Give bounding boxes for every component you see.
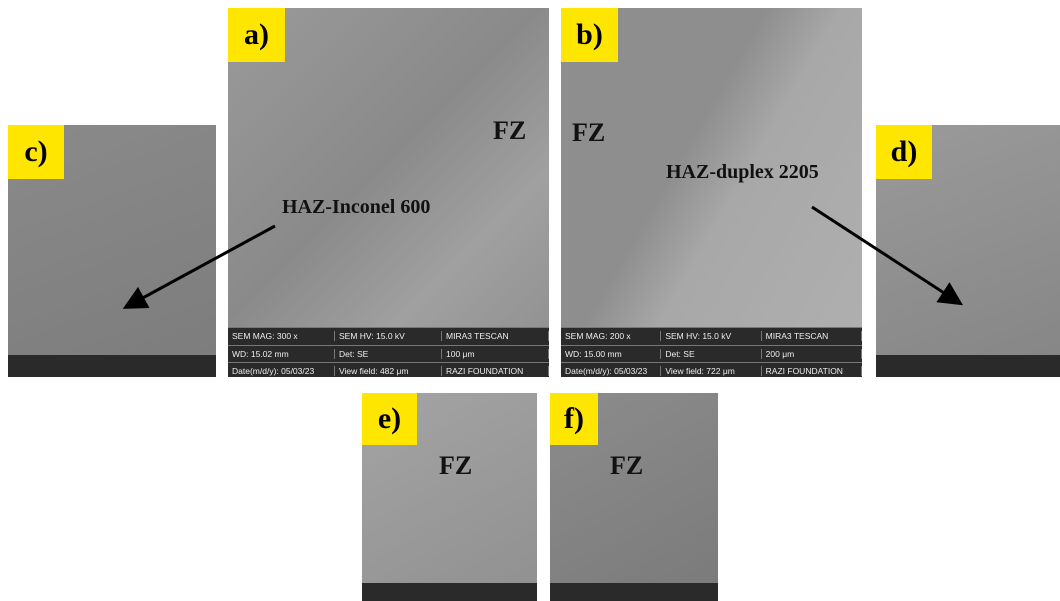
arrow <box>128 226 275 306</box>
arrow <box>812 207 958 302</box>
figure: a) FZ SEM MAG: 300 xSEM HV: 15.0 kVMIRA3… <box>0 0 1060 601</box>
arrows <box>0 0 1060 601</box>
